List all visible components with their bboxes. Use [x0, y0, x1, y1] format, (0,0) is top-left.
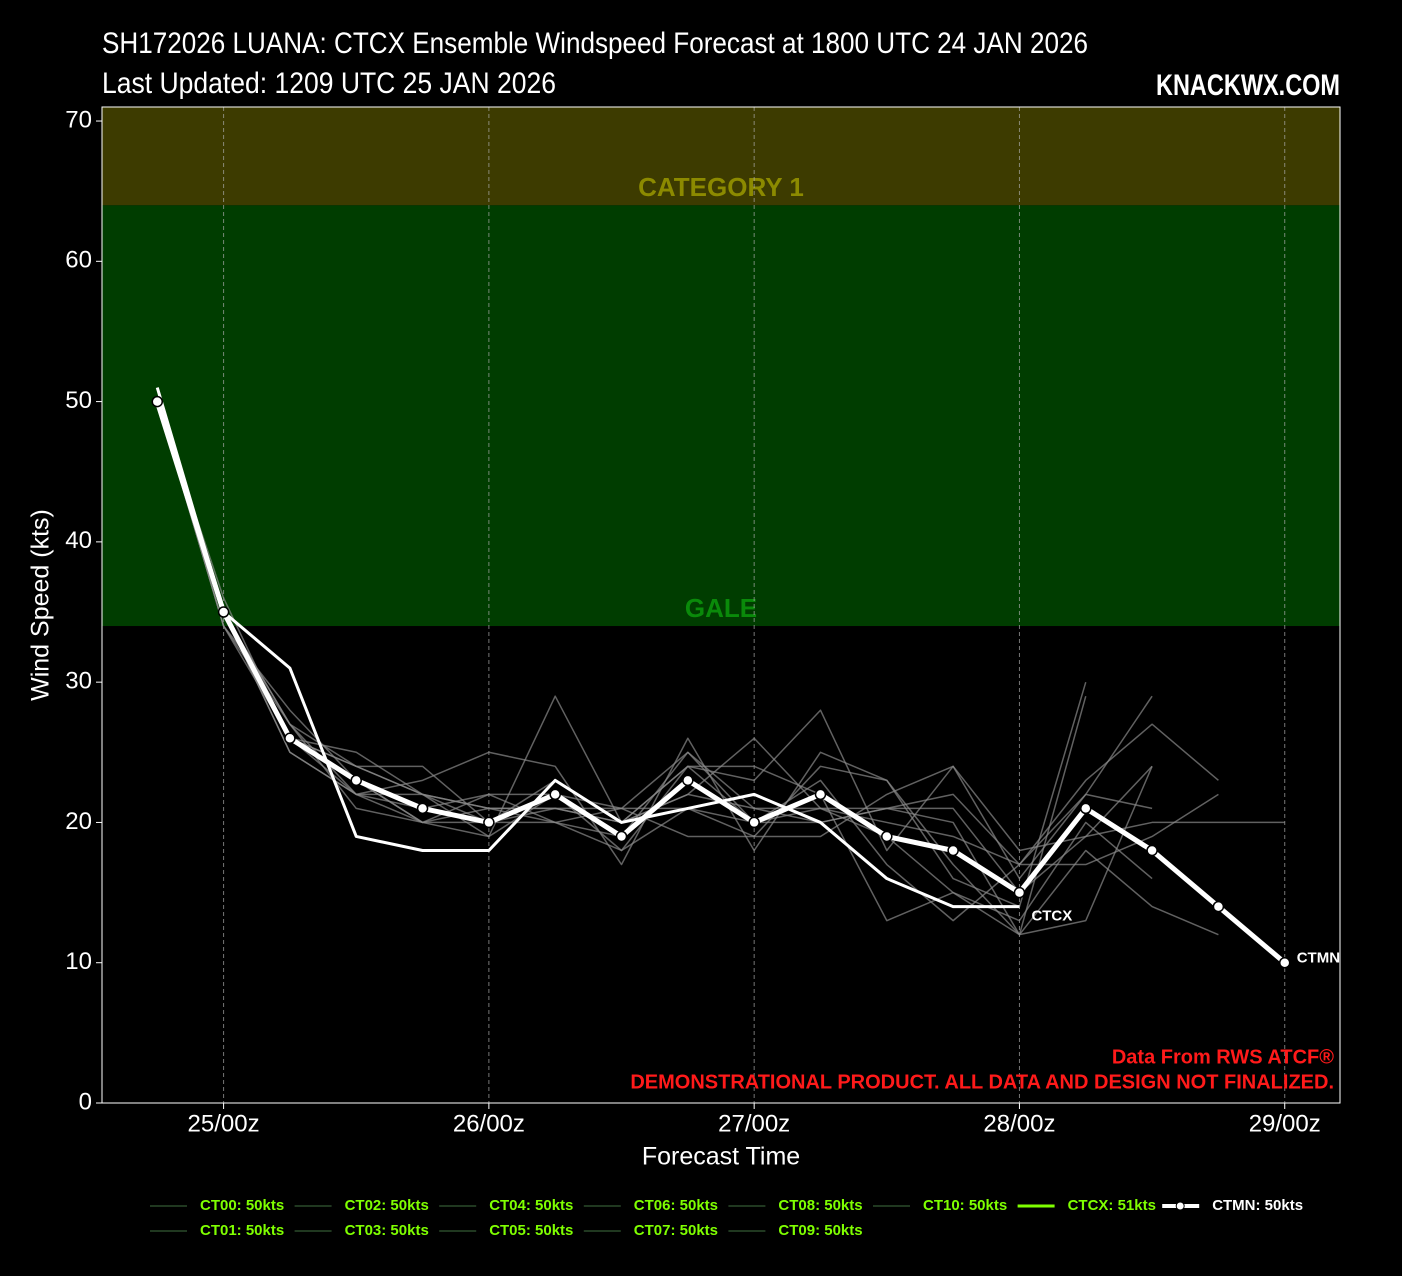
- intensity-band: [102, 107, 1340, 206]
- series-marker: [947, 844, 959, 857]
- legend-label: CT08: 50kts: [778, 1197, 862, 1214]
- x-tick-label: 29/00z: [1249, 1110, 1321, 1137]
- series-line: [154, 400, 1287, 965]
- series-marker: [416, 802, 429, 815]
- series-marker: [483, 816, 495, 829]
- note: DEMONSTRATIONAL PRODUCT. ALL DATA AND DE…: [630, 1071, 1334, 1093]
- legend-label: CTCX: 51kts: [1068, 1197, 1156, 1214]
- legend-label: CT02: 50kts: [345, 1197, 429, 1214]
- x-tick-label: 27/00z: [718, 1110, 790, 1137]
- y-axis-label: Wind Speed (kts): [27, 509, 55, 701]
- series-marker: [284, 732, 296, 745]
- x-tick-label: 26/00z: [453, 1110, 525, 1137]
- legend-label: CT01: 50kts: [200, 1222, 284, 1239]
- series-line: [155, 387, 1020, 909]
- y-tick-label: 50: [65, 387, 92, 414]
- chart-title: SH172026 LUANA: CTCX Ensemble Windspeed …: [102, 27, 1088, 60]
- legend-label: CT10: 50kts: [923, 1197, 1007, 1214]
- series-marker: [1278, 956, 1291, 969]
- band-label: CATEGORY 1: [638, 172, 804, 202]
- x-axis-label: Forecast Time: [642, 1143, 800, 1171]
- chart-subtitle: Last Updated: 1209 UTC 25 JAN 2026: [102, 67, 556, 100]
- legend-label: CT07: 50kts: [634, 1222, 718, 1239]
- legend-marker: [1175, 1201, 1185, 1211]
- series-marker: [217, 606, 230, 618]
- legend-label: CT00: 50kts: [200, 1197, 284, 1214]
- legend-label: CT09: 50kts: [778, 1222, 862, 1239]
- intensity-band: [102, 205, 1340, 627]
- legend-label: CT06: 50kts: [634, 1197, 718, 1214]
- x-tick-label: 28/00z: [983, 1110, 1055, 1137]
- y-tick-label: 70: [65, 106, 92, 133]
- y-tick-label: 20: [65, 808, 92, 835]
- legend-label: CTMN: 50kts: [1212, 1197, 1303, 1214]
- series-marker: [1146, 844, 1158, 857]
- series-end-label: CTMN: [1297, 950, 1340, 967]
- legend-label: CT04: 50kts: [489, 1197, 573, 1214]
- legend-label: CT05: 50kts: [489, 1222, 573, 1239]
- series-marker: [549, 788, 561, 801]
- series-line: [156, 401, 1285, 852]
- legend-label: CT03: 50kts: [345, 1222, 429, 1239]
- series-marker: [682, 774, 694, 787]
- y-tick-label: 60: [65, 247, 92, 274]
- series-marker: [1212, 900, 1225, 913]
- series-marker: [151, 395, 164, 408]
- series-marker: [1013, 886, 1026, 899]
- series-marker: [615, 830, 628, 843]
- x-tick-label: 25/00z: [188, 1110, 260, 1137]
- y-tick-label: 10: [65, 948, 92, 975]
- series-line: [156, 401, 1153, 922]
- y-tick-label: 30: [65, 667, 92, 694]
- band-label: GALE: [685, 593, 757, 623]
- series-marker: [748, 816, 760, 829]
- y-tick-label: 0: [79, 1088, 92, 1115]
- series-marker: [350, 774, 362, 787]
- y-tick-label: 40: [65, 527, 92, 554]
- plot-frame: [101, 106, 1341, 1104]
- series-end-label: CTCX: [1031, 908, 1072, 925]
- series-marker: [1080, 802, 1092, 815]
- brand: KNACKWX.COM: [1156, 69, 1340, 102]
- series-marker: [881, 830, 893, 843]
- series-marker: [814, 788, 827, 801]
- note: Data From RWS ATCF®: [1112, 1046, 1334, 1068]
